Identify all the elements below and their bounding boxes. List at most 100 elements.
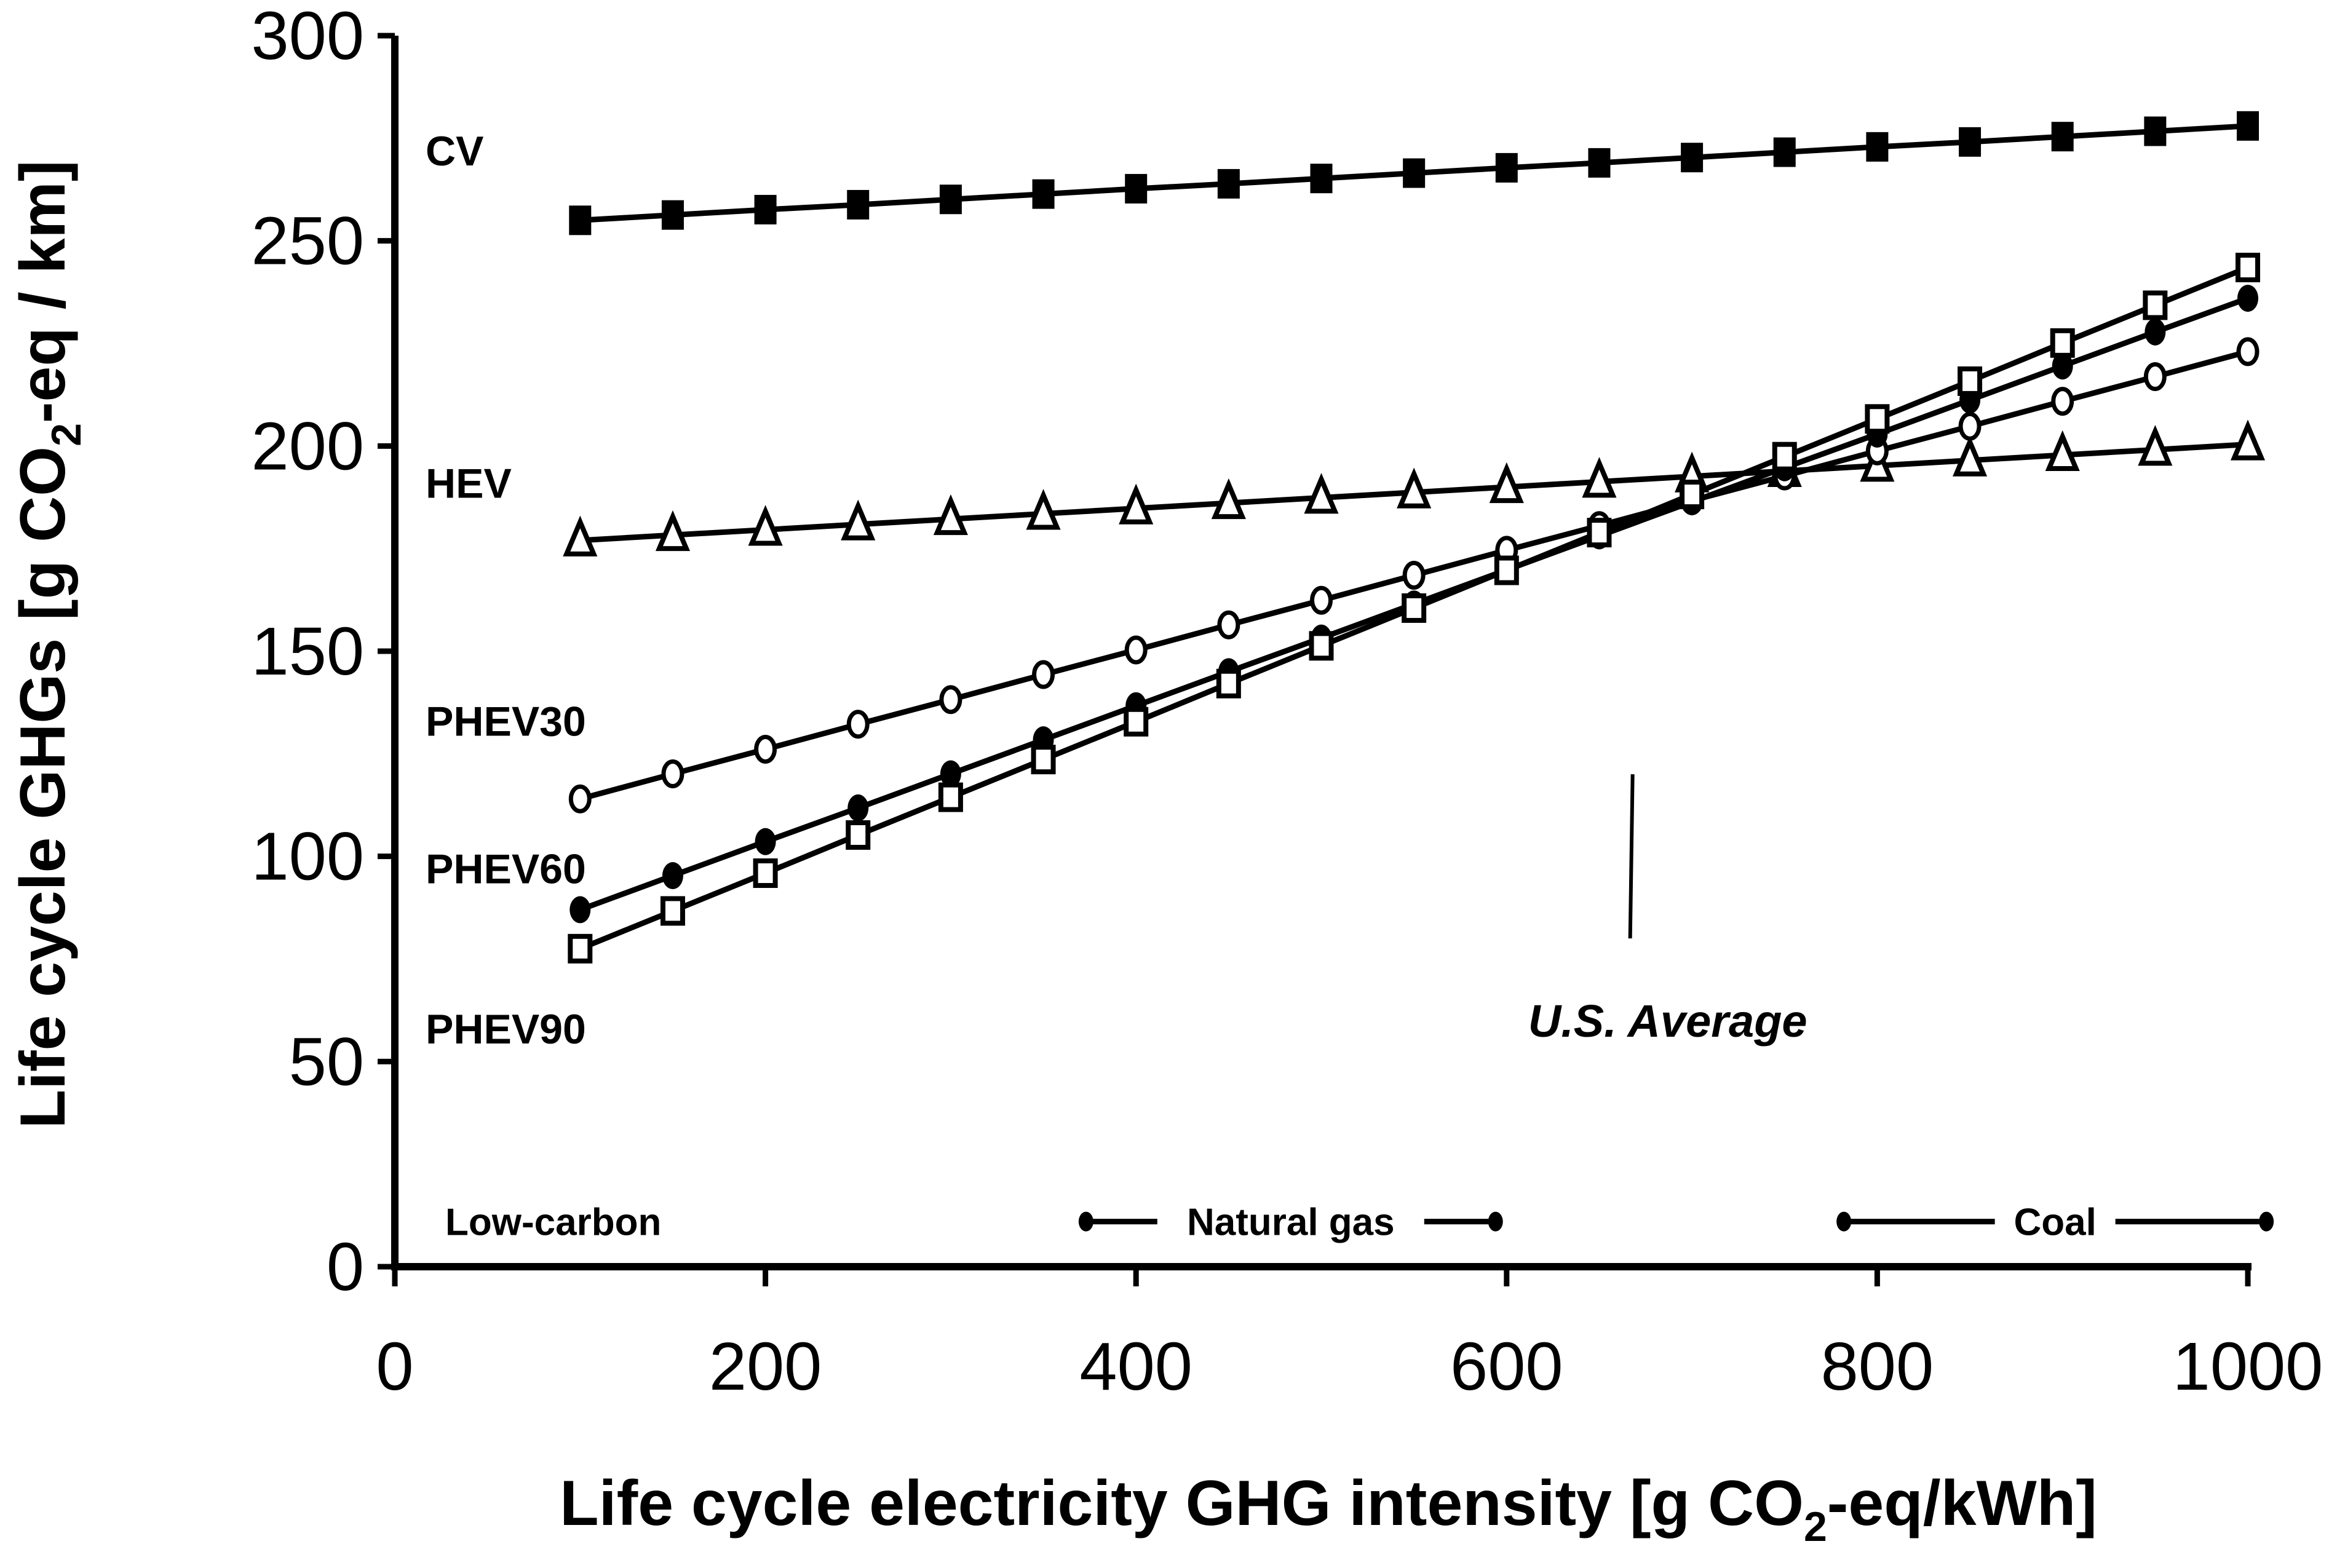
series-phev90 [568, 253, 2260, 964]
data-point-filled-square [754, 194, 777, 224]
data-point-open-circle [939, 685, 962, 715]
range-natural-gas: Natural gas [1078, 1202, 1503, 1244]
x-axis-title: Life cycle electricity GHG intensity [g … [560, 1468, 2097, 1550]
data-point-open-circle [1124, 635, 1148, 665]
data-point-open-triangle [748, 505, 783, 546]
data-point-filled-square [2144, 116, 2167, 146]
y-tick-label: 300 [251, 0, 364, 74]
data-point-open-triangle [2230, 419, 2266, 461]
y-tick-label: 150 [251, 614, 364, 689]
data-point-filled-circle [940, 760, 961, 788]
data-point-open-triangle [1026, 489, 1061, 530]
data-point-open-circle [1217, 610, 1240, 639]
y-tick-label: 100 [251, 819, 364, 895]
data-point-open-square [1402, 593, 1427, 623]
series-phev30 [568, 337, 2260, 814]
data-point-open-circle [568, 784, 592, 814]
series-label-phev30: PHEV30 [426, 698, 586, 745]
range-endpoint-dot [1836, 1211, 1852, 1232]
data-point-filled-square [847, 189, 870, 220]
data-point-filled-square [1773, 137, 1796, 167]
series-label-hev: HEV [426, 460, 512, 507]
data-point-filled-circle [662, 862, 683, 890]
data-point-open-circle [2143, 362, 2167, 392]
data-point-filled-square [1495, 152, 1518, 183]
data-point-open-triangle [2045, 430, 2080, 472]
data-point-open-square [1124, 707, 1149, 737]
range-label: Coal [2014, 1202, 2096, 1244]
data-point-open-triangle [655, 510, 690, 552]
data-point-open-square [1494, 555, 1519, 585]
data-point-open-triangle [563, 515, 598, 556]
y-tick-label: 250 [251, 204, 364, 279]
data-point-filled-square [569, 205, 592, 236]
data-point-open-square [660, 896, 685, 926]
us-average-marker-line [1628, 774, 1635, 939]
series-label-cv: CV [426, 128, 483, 175]
data-point-open-square [2236, 253, 2260, 283]
data-point-open-circle [1310, 585, 1333, 615]
data-point-filled-square [2051, 122, 2074, 152]
y-axis-title-text: Life cycle GHGs [g CO2-eq / km] [7, 160, 90, 1128]
range-endpoint-dot [1488, 1211, 1503, 1232]
data-point-open-triangle [1397, 467, 1432, 509]
range-coal: Coal [1836, 1202, 2274, 1244]
data-point-filled-circle [2052, 352, 2073, 380]
data-point-filled-square [1959, 127, 1982, 157]
series-label-phev60: PHEV60 [426, 846, 586, 893]
data-point-filled-circle [755, 828, 776, 855]
data-point-open-circle [2236, 337, 2260, 366]
data-point-open-square [1680, 480, 1705, 510]
range-label: Low-carbon [445, 1202, 661, 1244]
y-axis-title: Life cycle GHGs [g CO2-eq / km] [7, 160, 90, 1128]
data-point-open-circle [754, 734, 777, 764]
data-point-open-triangle [933, 494, 968, 536]
data-point-open-square [1031, 745, 1056, 775]
data-point-filled-square [1310, 164, 1333, 194]
data-point-filled-circle [2237, 285, 2258, 312]
y-tick-label: 200 [251, 408, 364, 484]
data-point-filled-circle [2145, 318, 2166, 346]
data-point-filled-square [2237, 111, 2259, 141]
x-tick-label: 1000 [2173, 1329, 2323, 1404]
data-point-open-square [1772, 441, 1797, 472]
data-point-open-triangle [1489, 462, 1524, 504]
data-point-open-square [1958, 366, 1983, 396]
data-point-open-circle [1032, 660, 1055, 689]
data-point-open-square [1865, 404, 1890, 434]
y-tick-label: 0 [327, 1229, 364, 1305]
data-point-filled-circle [847, 794, 869, 822]
data-point-open-triangle [1304, 473, 1339, 514]
data-point-filled-square [1588, 148, 1611, 178]
data-point-open-triangle [1582, 457, 1617, 498]
x-tick-label: 800 [1821, 1329, 1934, 1404]
series-group [563, 111, 2266, 964]
data-point-open-square [1587, 518, 1612, 548]
x-tick-label: 0 [376, 1329, 413, 1404]
data-point-filled-square [661, 200, 684, 230]
data-point-open-square [568, 933, 593, 964]
data-point-filled-square [1866, 132, 1889, 162]
data-point-filled-square [1681, 143, 1704, 173]
data-point-open-circle [846, 710, 870, 739]
series-cv [569, 111, 2259, 236]
data-point-open-triangle [841, 499, 876, 540]
data-point-open-circle [1958, 411, 1982, 441]
data-point-open-square [1309, 631, 1334, 661]
data-point-open-circle [2051, 387, 2074, 416]
range-label: Natural gas [1187, 1202, 1395, 1244]
data-point-open-square [753, 858, 778, 889]
data-point-open-circle [1402, 561, 1426, 590]
data-point-open-triangle [2138, 425, 2173, 466]
data-point-open-circle [661, 759, 684, 789]
x-tick-label: 200 [709, 1329, 822, 1404]
x-tick-label: 600 [1450, 1329, 1563, 1404]
us-average-label: U.S. Average [1528, 996, 1807, 1047]
data-point-open-square [2050, 328, 2075, 358]
data-point-filled-circle [569, 896, 591, 924]
data-point-filled-square [1032, 179, 1055, 209]
data-point-filled-square [1403, 158, 1426, 188]
y-tick-label: 50 [289, 1024, 364, 1099]
range-endpoint-dot [2259, 1211, 2274, 1232]
